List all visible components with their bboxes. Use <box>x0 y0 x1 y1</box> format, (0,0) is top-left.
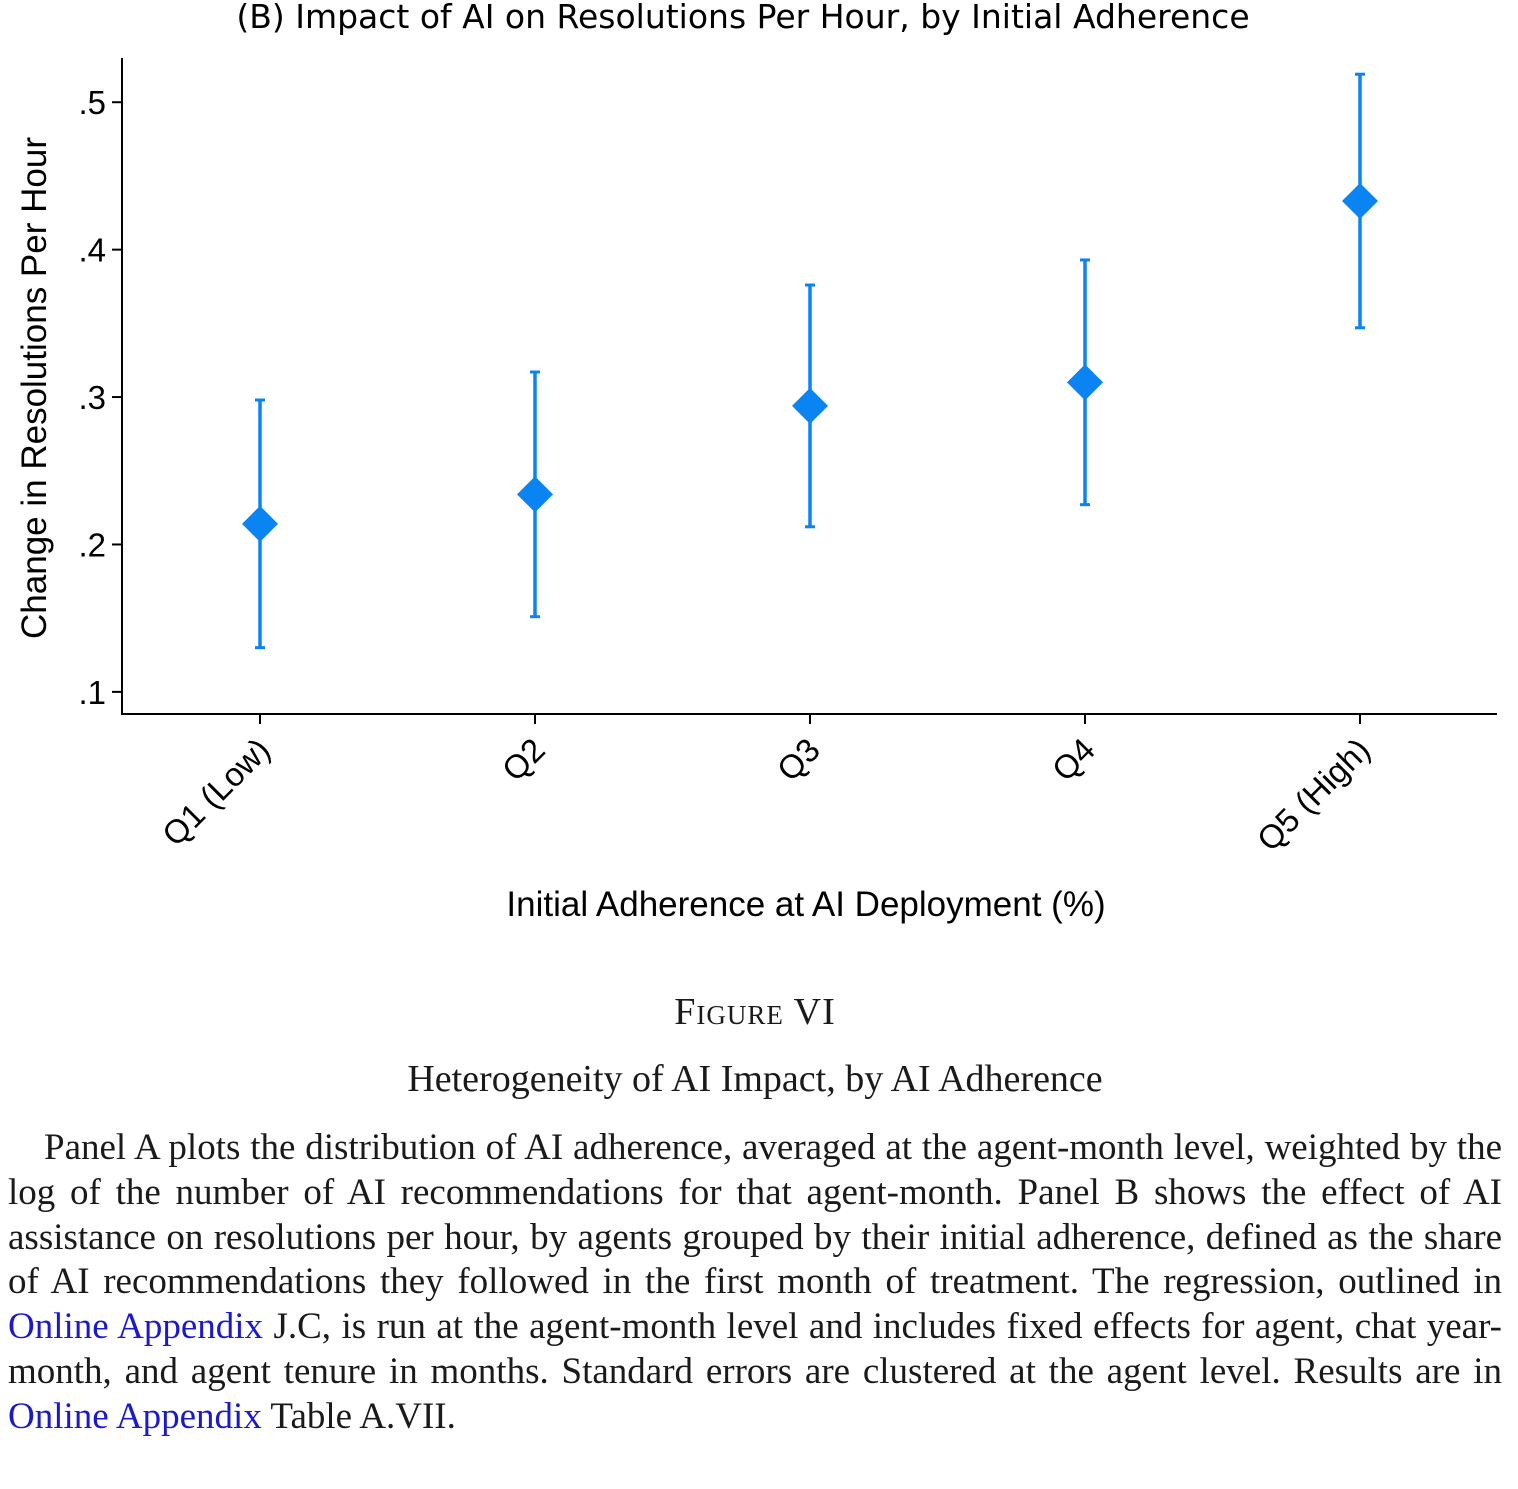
point-estimate <box>792 387 828 424</box>
figure-title: Heterogeneity of AI Impact, by AI Adhere… <box>407 1058 1103 1100</box>
y-tick-label: .3 <box>78 379 106 416</box>
x-tick-label: Q2 <box>495 731 552 788</box>
y-tick-label: .4 <box>78 232 106 269</box>
data-marks <box>242 72 1378 650</box>
y-tick-label: .1 <box>78 674 106 711</box>
y-tick-label: .2 <box>78 526 106 563</box>
chart: (B) Impact of AI on Resolutions Per Hour… <box>15 0 1497 924</box>
caption-text-1: Panel A plots the distribution of AI adh… <box>8 1127 1502 1303</box>
y-tick-label: .5 <box>78 84 106 121</box>
x-axis-label: Initial Adherence at AI Deployment (%) <box>506 885 1105 924</box>
panel-title: (B) Impact of AI on Resolutions Per Hour… <box>236 0 1249 36</box>
y-ticks: .1 .2 .3 .4 .5 <box>78 84 122 711</box>
online-appendix-link[interactable]: Online Appendix <box>8 1306 264 1348</box>
x-tick-label: Q3 <box>770 731 827 788</box>
point-estimate <box>1342 182 1378 219</box>
x-tick-label: Q1 (Low) <box>155 731 277 853</box>
point-estimate <box>517 476 553 513</box>
plot-area: .1 .2 .3 .4 .5 Q1 (Low) Q2 Q3 Q4 Q5 (High) <box>78 58 1497 858</box>
x-ticks: Q1 (Low) Q2 Q3 Q4 Q5 (High) <box>155 714 1377 858</box>
point-estimate <box>242 505 278 542</box>
x-tick-label: Q4 <box>1045 731 1102 788</box>
figure-caption: Panel A plots the distribution of AI adh… <box>8 1126 1502 1440</box>
caption-text-3: Table A.VII. <box>261 1395 456 1437</box>
y-axis-label: Change in Resolutions Per Hour <box>15 137 54 639</box>
figure-number: Figure VI <box>674 991 836 1033</box>
caption-text-2: J.C, is run at the agent-month level and… <box>8 1306 1502 1392</box>
x-tick-label: Q5 (High) <box>1250 731 1377 858</box>
point-estimate <box>1067 364 1103 401</box>
online-appendix-link[interactable]: Online Appendix <box>8 1395 262 1437</box>
